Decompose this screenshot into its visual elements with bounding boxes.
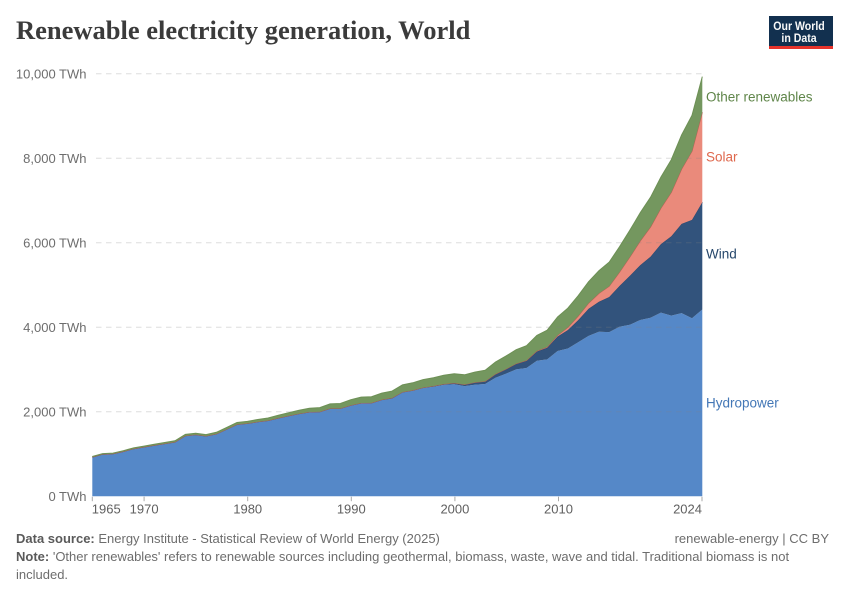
svg-text:10,000 TWh: 10,000 TWh [16, 66, 87, 81]
svg-text:0 TWh: 0 TWh [48, 489, 86, 504]
svg-text:1980: 1980 [233, 502, 262, 517]
svg-text:Hydropower: Hydropower [706, 396, 779, 411]
svg-text:2010: 2010 [544, 502, 573, 517]
svg-text:Wind: Wind [706, 247, 737, 262]
svg-text:8,000 TWh: 8,000 TWh [23, 151, 86, 166]
svg-text:Other renewables: Other renewables [706, 90, 813, 105]
svg-text:2000: 2000 [440, 502, 469, 517]
svg-text:1970: 1970 [130, 502, 159, 517]
svg-text:2024: 2024 [673, 502, 702, 517]
svg-text:1965: 1965 [92, 502, 121, 517]
svg-text:6,000 TWh: 6,000 TWh [23, 235, 86, 250]
svg-text:Solar: Solar [706, 150, 738, 165]
svg-text:1990: 1990 [337, 502, 366, 517]
svg-text:4,000 TWh: 4,000 TWh [23, 320, 86, 335]
svg-text:2,000 TWh: 2,000 TWh [23, 404, 86, 419]
